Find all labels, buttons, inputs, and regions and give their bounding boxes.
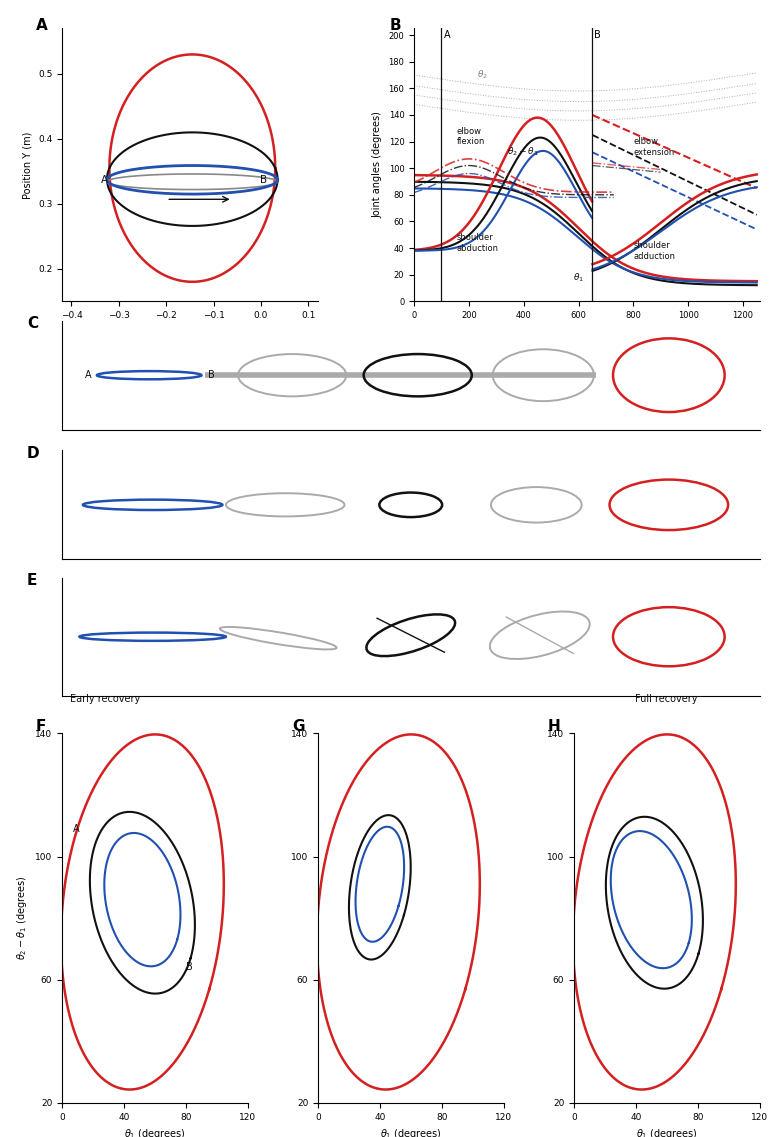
Text: E: E <box>27 573 37 588</box>
X-axis label: Samples: Samples <box>566 325 608 335</box>
Text: A: A <box>73 824 80 833</box>
Text: C: C <box>27 316 38 331</box>
Text: D: D <box>27 446 40 460</box>
Text: B: B <box>390 17 401 33</box>
X-axis label: Position X (m): Position X (m) <box>156 325 224 335</box>
Y-axis label: Joint angles (degrees): Joint angles (degrees) <box>373 111 383 218</box>
Text: A: A <box>36 17 48 33</box>
X-axis label: $\theta_1$ (degrees): $\theta_1$ (degrees) <box>636 1127 698 1137</box>
Text: $\theta_2-\theta_1$: $\theta_2-\theta_1$ <box>508 146 539 158</box>
Text: elbow
flexion: elbow flexion <box>456 127 485 147</box>
Text: A: A <box>84 371 91 380</box>
Text: $\theta_1$: $\theta_1$ <box>573 271 584 283</box>
Text: G: G <box>292 719 305 733</box>
Text: elbow
extension: elbow extension <box>633 138 675 157</box>
Text: B: B <box>208 371 215 380</box>
Text: Full recovery: Full recovery <box>635 694 698 704</box>
Y-axis label: Position Y (m): Position Y (m) <box>22 131 33 199</box>
Text: $\theta_2$: $\theta_2$ <box>477 68 488 81</box>
X-axis label: $\theta_1$ (degrees): $\theta_1$ (degrees) <box>380 1127 442 1137</box>
Y-axis label: $\theta_2-\theta_1$ (degrees): $\theta_2-\theta_1$ (degrees) <box>16 875 29 961</box>
Text: Early recovery: Early recovery <box>70 694 140 704</box>
Text: shoulder
abduction: shoulder abduction <box>456 233 498 252</box>
Text: H: H <box>548 719 561 733</box>
Text: B: B <box>594 30 601 40</box>
Text: B: B <box>186 963 192 972</box>
Text: B: B <box>260 175 267 185</box>
Text: A: A <box>443 30 450 40</box>
Text: A: A <box>101 175 108 185</box>
Text: F: F <box>36 719 46 733</box>
Text: shoulder
adduction: shoulder adduction <box>633 241 675 260</box>
X-axis label: $\theta_1$ (degrees): $\theta_1$ (degrees) <box>124 1127 186 1137</box>
